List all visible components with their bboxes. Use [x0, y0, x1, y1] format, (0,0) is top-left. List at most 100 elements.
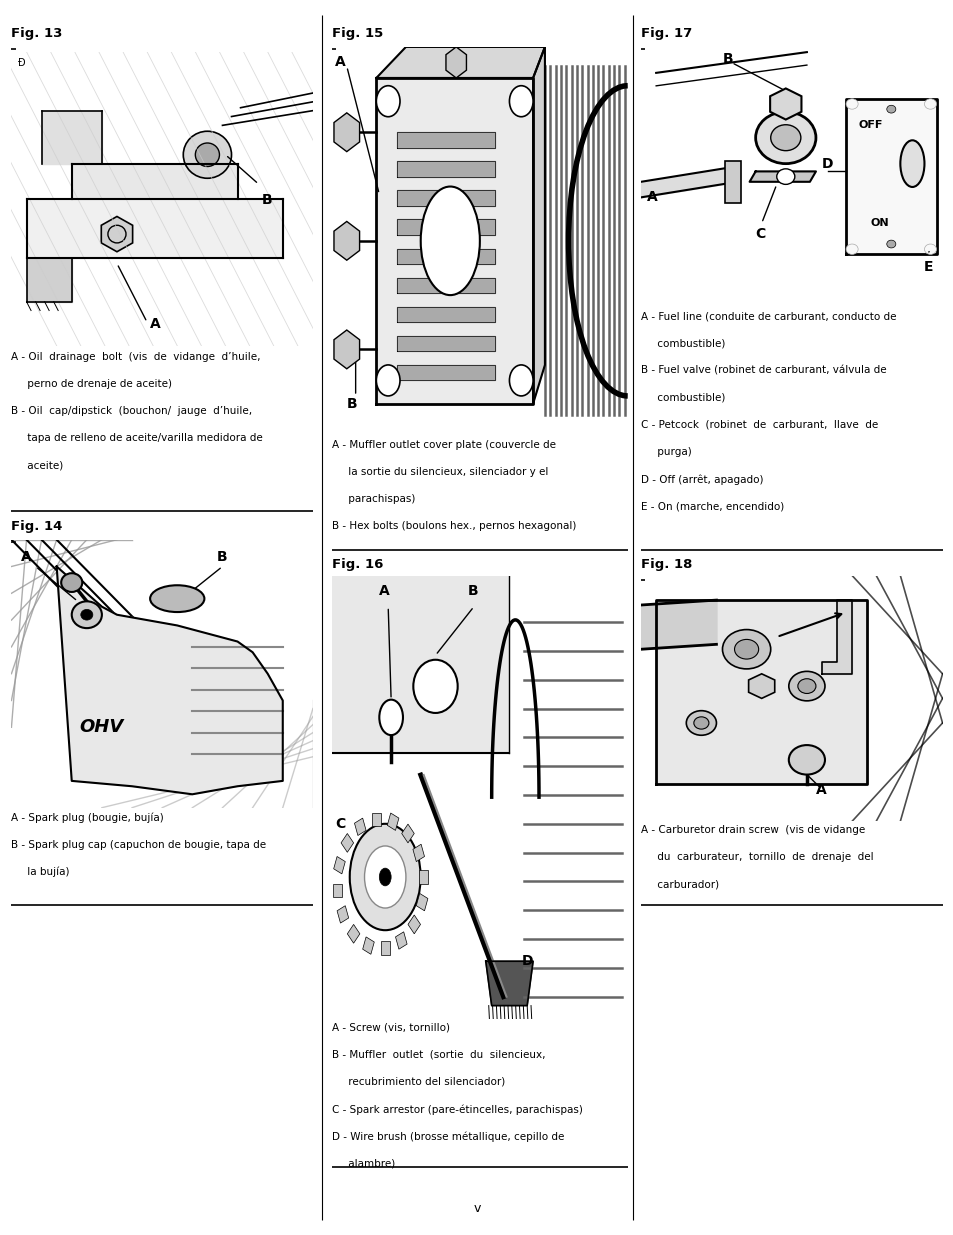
Text: Fig. 14: Fig. 14	[11, 520, 63, 534]
Bar	[401, 824, 414, 844]
Circle shape	[195, 143, 219, 167]
Polygon shape	[375, 47, 544, 78]
Polygon shape	[396, 190, 495, 206]
Polygon shape	[656, 600, 866, 784]
Text: C - Spark arrestor (pare-étincelles, parachispas): C - Spark arrestor (pare-étincelles, par…	[332, 1104, 582, 1115]
Circle shape	[379, 868, 391, 885]
Bar	[724, 161, 740, 203]
Text: combustible): combustible)	[640, 393, 724, 403]
Bar	[336, 905, 348, 923]
Circle shape	[770, 125, 800, 151]
Text: du  carburateur,  tornillo  de  drenaje  del: du carburateur, tornillo de drenaje del	[640, 852, 873, 862]
Circle shape	[379, 700, 402, 735]
Polygon shape	[533, 47, 544, 404]
Polygon shape	[396, 132, 495, 148]
Bar	[387, 813, 398, 830]
Text: Ɖ: Ɖ	[17, 58, 25, 68]
Text: B: B	[261, 193, 272, 207]
Ellipse shape	[420, 186, 479, 295]
Text: D: D	[520, 955, 532, 968]
Circle shape	[721, 630, 770, 669]
Text: A - Fuel line (conduite de carburant, conducto de: A - Fuel line (conduite de carburant, co…	[640, 311, 896, 321]
Text: carburador): carburador)	[640, 879, 719, 889]
Text: A - Oil  drainage  bolt  (vis  de  vidange  d’huile,: A - Oil drainage bolt (vis de vidange d’…	[11, 352, 261, 362]
Circle shape	[364, 846, 406, 908]
Bar	[372, 813, 380, 826]
Polygon shape	[396, 162, 495, 177]
Text: B - Oil  cap/dipstick  (bouchon/  jauge  d’huile,: B - Oil cap/dipstick (bouchon/ jauge d’h…	[11, 406, 253, 416]
Text: Fig. 16: Fig. 16	[332, 558, 383, 572]
Text: ON: ON	[869, 219, 888, 228]
Text: B: B	[216, 551, 227, 564]
Text: Fig. 15: Fig. 15	[332, 27, 383, 41]
Text: OHV: OHV	[80, 719, 124, 736]
Bar	[413, 845, 424, 862]
Circle shape	[845, 245, 858, 254]
Polygon shape	[396, 220, 495, 235]
Circle shape	[71, 601, 102, 629]
Circle shape	[923, 99, 936, 109]
Circle shape	[734, 640, 758, 659]
Circle shape	[886, 240, 895, 248]
Circle shape	[183, 131, 232, 178]
Polygon shape	[375, 78, 533, 404]
Text: parachispas): parachispas)	[332, 494, 415, 504]
Polygon shape	[396, 306, 495, 322]
Text: la sortie du silencieux, silenciador y el: la sortie du silencieux, silenciador y e…	[332, 467, 548, 477]
Bar	[395, 932, 407, 950]
Text: B: B	[721, 52, 732, 67]
Text: Fig. 13: Fig. 13	[11, 27, 63, 41]
Text: D - Wire brush (brosse métallique, cepillo de: D - Wire brush (brosse métallique, cepil…	[332, 1131, 564, 1142]
Bar	[416, 893, 428, 910]
Text: B - Hex bolts (boulons hex., pernos hexagonal): B - Hex bolts (boulons hex., pernos hexa…	[332, 521, 576, 531]
Text: purga): purga)	[640, 447, 691, 457]
Text: recubrimiento del silenciador): recubrimiento del silenciador)	[332, 1077, 505, 1087]
Ellipse shape	[900, 141, 923, 186]
Bar	[418, 871, 428, 884]
Text: B - Muffler  outlet  (sortie  du  silencieux,: B - Muffler outlet (sortie du silencieux…	[332, 1050, 545, 1060]
Polygon shape	[845, 99, 936, 254]
Ellipse shape	[150, 585, 204, 613]
Text: A - Carburetor drain screw  (vis de vidange: A - Carburetor drain screw (vis de vidan…	[640, 825, 864, 835]
Circle shape	[776, 169, 794, 184]
Polygon shape	[749, 172, 815, 182]
Text: A: A	[646, 190, 658, 204]
Text: combustible): combustible)	[640, 338, 724, 348]
Polygon shape	[332, 576, 509, 753]
Text: la bujía): la bujía)	[11, 867, 70, 878]
Circle shape	[797, 679, 815, 694]
Text: OFF: OFF	[858, 120, 882, 130]
Text: E - On (marche, encendido): E - On (marche, encendido)	[640, 501, 783, 511]
Circle shape	[350, 824, 420, 930]
Text: aceite): aceite)	[11, 461, 64, 471]
Circle shape	[375, 85, 399, 117]
Text: alambre): alambre)	[332, 1158, 395, 1168]
Circle shape	[788, 745, 824, 774]
Text: A - Spark plug (bougie, bujía): A - Spark plug (bougie, bujía)	[11, 813, 164, 824]
Text: tapa de relleno de aceite/varilla medidora de: tapa de relleno de aceite/varilla medido…	[11, 433, 263, 443]
Text: Fig. 18: Fig. 18	[640, 558, 692, 572]
Circle shape	[509, 85, 533, 117]
Text: B - Spark plug cap (capuchon de bougie, tapa de: B - Spark plug cap (capuchon de bougie, …	[11, 840, 266, 850]
Text: C - Petcock  (robinet  de  carburant,  llave  de: C - Petcock (robinet de carburant, llave…	[640, 420, 878, 430]
Text: A - Screw (vis, tornillo): A - Screw (vis, tornillo)	[332, 1023, 450, 1032]
Text: B - Fuel valve (robinet de carburant, válvula de: B - Fuel valve (robinet de carburant, vá…	[640, 366, 885, 375]
Bar	[355, 818, 366, 836]
Bar	[347, 925, 359, 944]
Polygon shape	[485, 961, 533, 1005]
Text: A: A	[335, 54, 345, 69]
Polygon shape	[396, 336, 495, 351]
Bar	[408, 915, 420, 934]
Polygon shape	[396, 364, 495, 380]
Circle shape	[845, 99, 858, 109]
Text: B: B	[346, 398, 357, 411]
Text: A: A	[815, 783, 826, 797]
Text: C: C	[755, 227, 765, 241]
Text: Fig. 17: Fig. 17	[640, 27, 692, 41]
Polygon shape	[396, 248, 495, 264]
Circle shape	[886, 105, 895, 114]
Text: v: v	[473, 1202, 480, 1215]
Text: perno de drenaje de aceite): perno de drenaje de aceite)	[11, 379, 172, 389]
Bar	[380, 941, 389, 955]
Text: D: D	[821, 157, 833, 170]
